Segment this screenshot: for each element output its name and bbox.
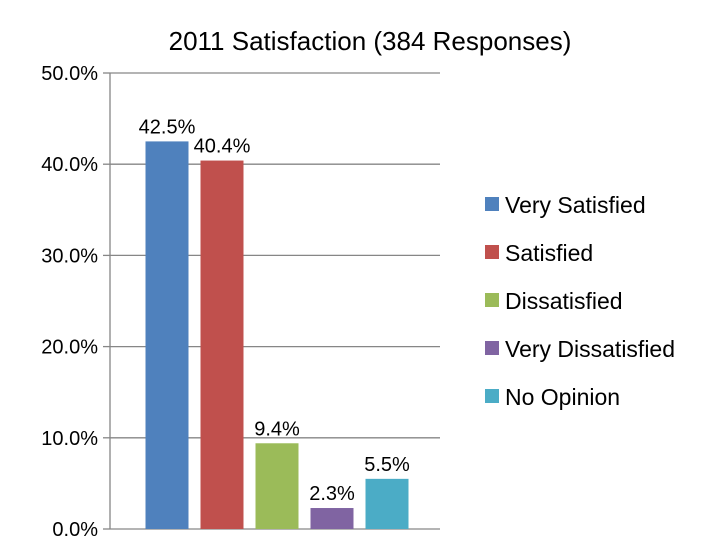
bar-dissatisfied (255, 443, 299, 529)
chart-title: 2011 Satisfaction (384 Responses) (169, 26, 572, 56)
legend-swatch (485, 389, 499, 403)
legend-swatch (485, 245, 499, 259)
legend-label: No Opinion (505, 384, 620, 410)
data-labels: 42.5%40.4% 9.4% 2.3% 5.5% (139, 116, 410, 505)
data-label: 9.4% (254, 418, 300, 440)
legend-label: Very Satisfied (505, 192, 646, 218)
data-label: 40.4% (194, 136, 251, 158)
bar-no-opinion (365, 478, 409, 529)
legend: Very Satisfied Satisfied Dissatisfied Very … (485, 192, 675, 410)
y-tick-label: 50.0% (41, 63, 98, 85)
legend-swatch (485, 293, 499, 307)
y-tick-label: 30.0% (41, 245, 98, 267)
bars (145, 141, 409, 529)
bar-satisfied (200, 160, 244, 529)
data-label: 2.3% (309, 483, 355, 505)
legend-label: Dissatisfied (505, 288, 623, 314)
y-tick-label: 40.0% (41, 154, 98, 176)
y-tick-label: 20.0% (41, 337, 98, 359)
bar-very-satisfied (145, 141, 189, 529)
legend-swatch (485, 197, 499, 211)
bar-very-dissatisfied (310, 508, 354, 529)
legend-swatch (485, 341, 499, 355)
y-tick-label: 10.0% (41, 428, 98, 450)
y-tick-label: 0.0% (52, 519, 98, 541)
y-axis-tick-labels: 0.0% 10.0% 20.0% 30.0% 40.0% 50.0% (41, 63, 98, 541)
data-label: 5.5% (364, 454, 410, 476)
legend-label: Very Dissatisfied (505, 336, 675, 362)
data-label: 42.5% (139, 116, 196, 138)
legend-label: Satisfied (505, 240, 593, 266)
